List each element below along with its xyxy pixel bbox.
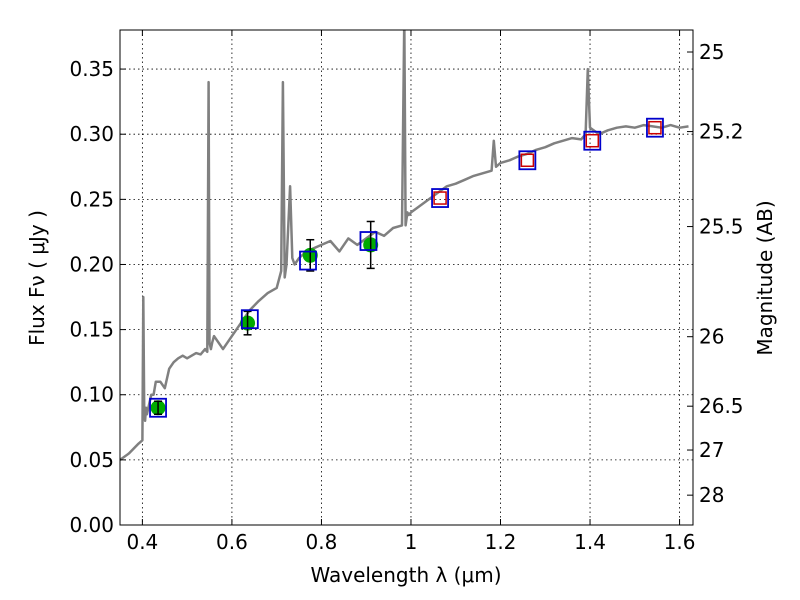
mag-tick-label: 25.2	[699, 120, 744, 144]
predicted-square	[433, 191, 447, 205]
mag-tick-label: 26	[699, 325, 724, 349]
model-square	[149, 397, 167, 418]
mag-tick-label: 28	[699, 483, 724, 507]
mag-tick-label: 25	[699, 40, 724, 64]
model-square	[431, 188, 449, 208]
x-tick-label: 0.6	[216, 530, 248, 554]
mag-tick-label: 27	[699, 438, 724, 462]
y-tick-label: 0.20	[69, 252, 114, 276]
x-tick-label: 1.2	[485, 530, 517, 554]
model-square	[240, 309, 259, 330]
spectrum-line	[120, 30, 689, 461]
y-tick-label: 0.00	[69, 513, 114, 537]
model-square	[518, 150, 537, 171]
predicted-square	[520, 153, 535, 168]
photometry-markers	[149, 117, 664, 418]
grid-lines	[120, 30, 693, 526]
mag-tick-label: 25.5	[699, 215, 744, 239]
x-tick-label: 1.6	[664, 530, 696, 554]
y-tick-label: 0.35	[69, 57, 114, 81]
plot-frame	[119, 29, 694, 526]
right-axis-label: Magnitude (AB)	[753, 200, 777, 355]
predicted-square	[585, 133, 600, 148]
y-tick-label: 0.05	[69, 448, 114, 472]
x-axis-label: Wavelength λ (μm)	[310, 563, 501, 587]
model-square	[646, 117, 664, 138]
model-square	[359, 231, 378, 251]
mag-tick-label: 26.5	[699, 394, 744, 418]
y-tick-label: 0.10	[69, 383, 114, 407]
model-square	[583, 130, 602, 151]
x-tick-label: 1.4	[574, 530, 606, 554]
axis-ticks: 0.4 0.6 0.8 1 1.2 1.4 1.6 0.00 0.05 0.10 0.15 0.20 0…	[69, 30, 744, 554]
y-tick-label: 0.25	[69, 187, 114, 211]
x-tick-label: 0.4	[126, 530, 158, 554]
y-tick-label: 0.15	[69, 318, 114, 342]
y-tick-label: 0.30	[69, 122, 114, 146]
predicted-square	[648, 120, 662, 135]
model-square	[299, 250, 317, 271]
x-tick-label: 0.8	[306, 530, 338, 554]
y-axis-label: Flux Fν ( μJy )	[25, 210, 49, 346]
x-tick-label: 1	[405, 530, 418, 554]
